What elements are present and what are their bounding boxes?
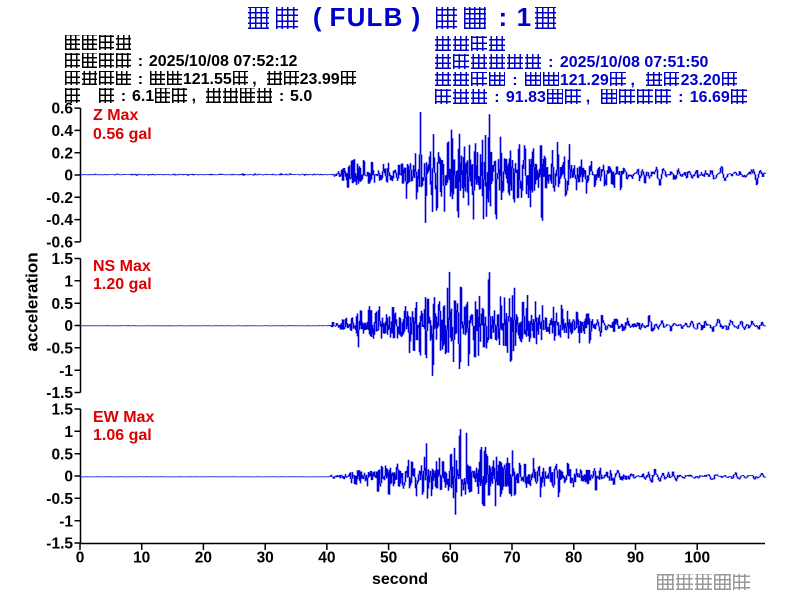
svg-text:0: 0 — [76, 550, 85, 567]
svg-text:-1: -1 — [59, 513, 73, 530]
svg-text:-1.5: -1.5 — [46, 536, 73, 553]
svg-text:second: second — [372, 571, 428, 588]
svg-text:-0.5: -0.5 — [46, 340, 73, 357]
svg-text:0: 0 — [64, 469, 73, 486]
svg-text:0.5: 0.5 — [51, 446, 73, 463]
svg-text:-1: -1 — [59, 363, 73, 380]
svg-text:70: 70 — [503, 550, 520, 567]
svg-text:-0.6: -0.6 — [46, 235, 73, 252]
svg-text:10: 10 — [133, 550, 150, 567]
svg-text:60: 60 — [442, 550, 459, 567]
svg-text:0.5: 0.5 — [51, 296, 73, 313]
svg-text:-1.5: -1.5 — [46, 385, 73, 402]
svg-text:90: 90 — [627, 550, 644, 567]
svg-text:-0.2: -0.2 — [46, 190, 73, 207]
svg-text:0.2: 0.2 — [51, 145, 73, 162]
svg-text:20: 20 — [195, 550, 212, 567]
svg-text:1.5: 1.5 — [51, 402, 73, 419]
svg-text:0: 0 — [64, 318, 73, 335]
svg-text:80: 80 — [565, 550, 582, 567]
svg-text:0: 0 — [64, 168, 73, 185]
svg-text:1: 1 — [64, 424, 73, 441]
svg-text:-0.5: -0.5 — [46, 491, 73, 508]
svg-text:acceleration: acceleration — [23, 252, 42, 351]
svg-text:100: 100 — [684, 550, 710, 567]
svg-text:30: 30 — [257, 550, 274, 567]
svg-text:50: 50 — [380, 550, 397, 567]
svg-text:-0.4: -0.4 — [46, 212, 73, 229]
svg-text:1.5: 1.5 — [51, 251, 73, 268]
svg-text:0.4: 0.4 — [51, 123, 73, 140]
svg-text:40: 40 — [318, 550, 335, 567]
svg-text:0.6: 0.6 — [51, 101, 73, 118]
svg-text:1: 1 — [64, 273, 73, 290]
